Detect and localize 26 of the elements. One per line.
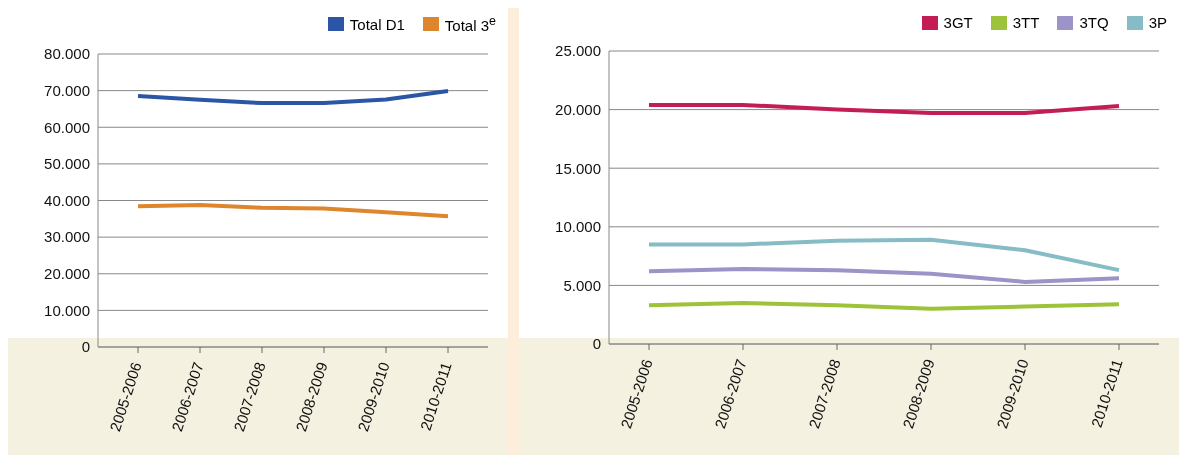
y-tick-label: 50.000 (44, 155, 90, 173)
legend-label: 3P (1148, 14, 1167, 31)
y-tick-label: 20.000 (555, 100, 601, 118)
y-tick-label: 30.000 (44, 228, 90, 246)
legend-label: 3TT (1012, 14, 1040, 31)
y-tick-label: 10.000 (44, 301, 90, 319)
y-tick-label: 80.000 (44, 45, 90, 63)
y-tick-label: 0 (81, 338, 90, 356)
line-series (647, 266, 1121, 284)
line-series (647, 237, 1121, 273)
y-tick-label: 10.000 (555, 218, 601, 236)
y-tick-label: 25.000 (555, 42, 601, 60)
legend-label: 3TQ (1079, 14, 1109, 31)
y-tick-label: 40.000 (44, 191, 90, 209)
y-tick-label: 60.000 (44, 118, 90, 136)
line-series (647, 102, 1121, 116)
line-series (136, 88, 450, 106)
y-tick-label: 15.000 (555, 159, 601, 177)
y-tick-label: 20.000 (44, 265, 90, 283)
y-tick-label: 5.000 (563, 276, 601, 294)
line-series (136, 202, 450, 219)
legend-label: Total D1 (349, 15, 405, 33)
legend-label: 3GT (943, 14, 973, 31)
y-tick-label: 70.000 (44, 81, 90, 99)
y-tick-label: 0 (592, 335, 601, 353)
legend-label: Total 3$^{e}$ (444, 14, 496, 34)
